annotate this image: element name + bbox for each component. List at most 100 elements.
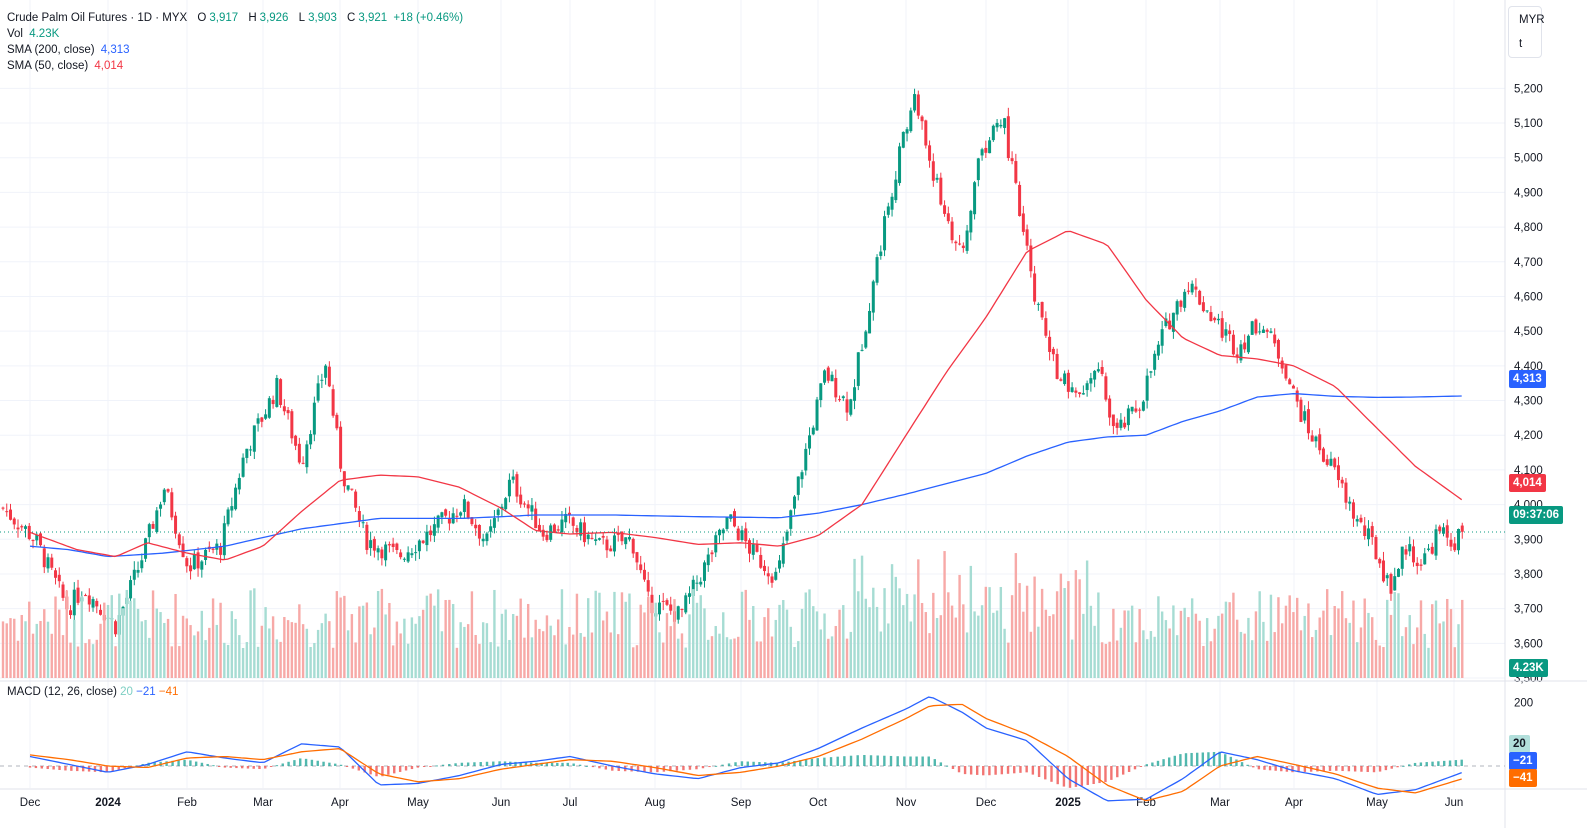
volume-bar (845, 638, 849, 678)
macd-histogram-bar (217, 766, 221, 767)
candle-body (264, 414, 268, 419)
volume-bar (346, 630, 350, 678)
candle-body (736, 528, 740, 541)
macd-histogram-bar (416, 766, 420, 768)
volume-legend[interactable]: Vol 4.23K (7, 28, 60, 40)
volume-bar (1217, 615, 1220, 678)
candle-body (620, 531, 624, 542)
price-tick-label: 4,500 (1514, 326, 1543, 338)
price-tick-label: 5,100 (1514, 118, 1543, 130)
candle-body (1175, 301, 1179, 315)
candle-body (763, 565, 767, 572)
macd-histogram-bar (1025, 766, 1028, 773)
volume-bar (1416, 627, 1419, 678)
volume-bar (361, 605, 365, 678)
candle-body (1145, 375, 1149, 401)
candle-body (965, 230, 969, 251)
macd-histogram-bar (398, 766, 402, 772)
volume-bar (1209, 641, 1213, 678)
macd-histogram-bar (540, 762, 543, 766)
candle-body (774, 571, 778, 580)
volume-bar (1239, 631, 1243, 678)
macd-histogram-bar (473, 762, 476, 766)
macd-histogram-bar (81, 766, 85, 772)
macd-histogram-bar (404, 766, 408, 771)
volume-bar (245, 642, 249, 678)
volume-bar (680, 633, 684, 678)
candle-body (519, 494, 523, 505)
candle-body (541, 529, 545, 537)
volume-bar (1104, 643, 1108, 678)
volume-bar (358, 606, 361, 678)
sma50-legend[interactable]: SMA (50, close) 4,014 (7, 60, 124, 72)
candle-body (357, 511, 361, 521)
sma200-legend[interactable]: SMA (200, close) 4,313 (7, 44, 130, 56)
volume-bar (710, 636, 714, 678)
macd-hist-value: 20 (120, 686, 133, 698)
macd-histogram-bar (34, 766, 38, 769)
candle-body (504, 498, 508, 510)
volume-bar (703, 608, 706, 678)
currency-unit-button[interactable]: MYR t (1508, 6, 1545, 58)
time-tick-label: Jul (563, 797, 578, 809)
candle-body (380, 549, 384, 559)
candle-body (309, 434, 313, 445)
macd-histogram-bar (1156, 760, 1160, 766)
candle-body (695, 582, 699, 584)
macd-histogram-bar (1257, 766, 1261, 770)
macd-histogram-bar (357, 766, 360, 771)
macd-histogram-bar (836, 756, 839, 766)
volume-bar (1265, 640, 1269, 678)
volume-bar (785, 609, 789, 678)
macd-legend[interactable]: MACD (12, 26, close) 20 −21 −41 (7, 686, 179, 698)
volume-bar (988, 587, 991, 678)
volume-bar (879, 631, 882, 678)
candle-body (1006, 116, 1010, 159)
volume-bar (954, 617, 958, 678)
macd-histogram-bar (235, 766, 238, 769)
candle-body (631, 538, 635, 554)
macd-histogram-bar (781, 762, 784, 766)
candle-body (320, 379, 324, 381)
time-tick-label: Mar (1210, 797, 1230, 809)
volume-bar (1115, 640, 1119, 678)
macd-histogram-bar (492, 761, 495, 766)
candle-body (339, 426, 343, 469)
volume-bar (496, 646, 500, 678)
volume-bar (125, 589, 128, 678)
volume-bar (654, 602, 657, 678)
volume-bar (598, 592, 601, 678)
candle-body (946, 213, 950, 222)
candle-body (256, 418, 260, 424)
volume-bar (80, 595, 83, 678)
candle-body (489, 526, 493, 532)
volume-bar (500, 613, 504, 678)
candle-body (1010, 158, 1014, 162)
macd-histogram-bar (1190, 752, 1193, 766)
candle-body (796, 476, 800, 495)
volume-bar (1078, 579, 1081, 678)
candle-body (140, 560, 144, 569)
volume-bar (1423, 633, 1426, 678)
volume-bar (594, 590, 597, 678)
candle-body (1063, 373, 1067, 385)
macd-histogram-bar (1460, 759, 1463, 766)
candle-body (819, 383, 823, 401)
price-tick-label: 4,300 (1514, 396, 1543, 408)
candle-body (1205, 310, 1209, 312)
candle-body (1430, 546, 1434, 554)
candle-body (282, 406, 286, 412)
candle-body (174, 515, 178, 534)
macd-histogram-bar (1408, 764, 1411, 766)
volume-bar (1442, 621, 1445, 678)
volume-bar (118, 593, 121, 678)
candle-body (586, 534, 590, 540)
volume-bar (1093, 625, 1096, 678)
macd-histogram-bar (381, 766, 384, 777)
volume-bar (523, 637, 526, 678)
volume-bar (1183, 607, 1186, 678)
volume-bar (1371, 617, 1374, 678)
candle-body (1389, 574, 1393, 594)
candle-body (1291, 385, 1295, 389)
